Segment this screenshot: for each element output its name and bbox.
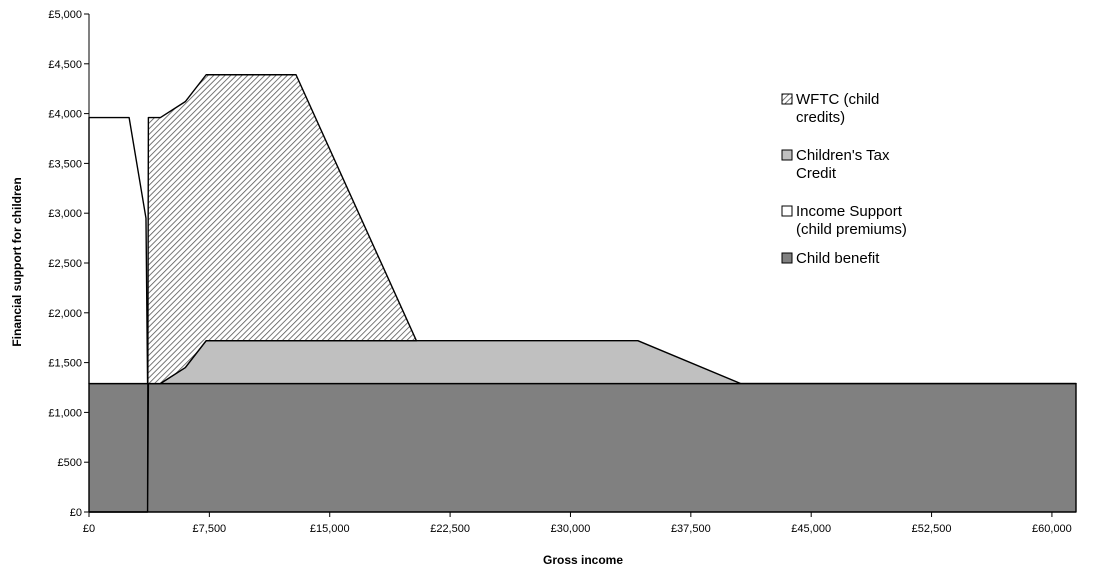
y-axis-ticks: £0 £500 £1,000 £1,500 £2,000 £2,500 £3,000 £3,5… <box>48 9 89 519</box>
y-tick-label: £3,000 <box>48 208 82 220</box>
legend-swatch <box>781 93 793 105</box>
legend-swatch <box>781 205 793 217</box>
x-tick-label: £45,000 <box>791 523 831 535</box>
y-tick-label: £2,500 <box>48 258 82 270</box>
legend-label: Children's Tax <box>796 147 890 164</box>
child-benefit-area <box>88 382 1077 513</box>
x-tick-label: £37,500 <box>671 523 711 535</box>
x-tick-label: £15,000 <box>310 523 350 535</box>
y-tick-label: £1,500 <box>48 358 82 370</box>
children-s-tax-credit-area <box>146 339 1077 385</box>
y-tick-label: £0 <box>70 507 82 519</box>
legend-swatch <box>781 252 793 264</box>
x-tick-label: £52,500 <box>912 523 952 535</box>
y-tick-label: £2,000 <box>48 308 82 320</box>
plot-areas <box>88 74 1077 513</box>
y-tick-label: £500 <box>58 457 82 469</box>
y-tick-label: £4,500 <box>48 59 82 71</box>
y-tick-label: £5,000 <box>48 9 82 21</box>
legend-label: Credit <box>796 165 837 182</box>
x-tick-label: £0 <box>83 523 95 535</box>
x-tick-label: £7,500 <box>193 523 227 535</box>
x-tick-label: £22,500 <box>430 523 470 535</box>
legend-item-income-support-child-premiums: Income Support(child premiums) <box>781 203 907 238</box>
x-tick-label: £30,000 <box>551 523 591 535</box>
x-axis-title: Gross income <box>543 553 623 567</box>
income-support-child-premiums-area <box>88 116 149 385</box>
legend-item-child-benefit: Child benefit <box>781 250 880 267</box>
legend-label: WFTC (child <box>796 91 879 108</box>
wftc-child-credits-area <box>88 74 418 513</box>
x-axis-ticks: £0 £7,500 £15,000 £22,500 £30,000 £37,500 £45,… <box>83 512 1072 535</box>
y-axis-title: Financial support for children <box>10 177 24 346</box>
legend-label: credits) <box>796 109 845 126</box>
legend-label: Income Support <box>796 203 903 220</box>
legend-label: Child benefit <box>796 250 880 267</box>
y-tick-label: £3,500 <box>48 158 82 170</box>
y-tick-label: £4,000 <box>48 109 82 121</box>
legend-swatch <box>781 149 793 161</box>
y-tick-label: £1,000 <box>48 407 82 419</box>
legend-label: (child premiums) <box>796 221 907 238</box>
x-tick-label: £60,000 <box>1032 523 1072 535</box>
